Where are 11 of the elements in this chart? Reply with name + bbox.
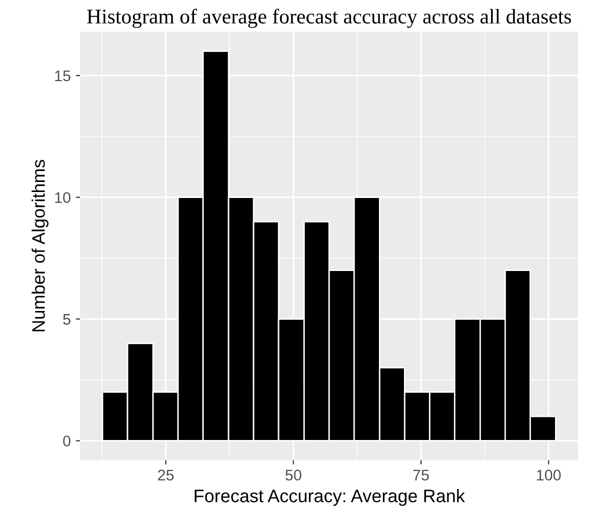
x-tick-label: 25	[158, 470, 174, 480]
y-tick-label: 15	[55, 70, 70, 82]
y-tick-label: 0	[63, 436, 70, 446]
x-axis-title: Forecast Accuracy: Average Rank	[194, 489, 465, 506]
chart-title: Histogram of average forecast accuracy across all datasets	[87, 8, 571, 28]
y-tick-label: 5	[63, 314, 70, 325]
x-tick-label: 100	[536, 470, 561, 480]
x-tick-label: 50	[286, 470, 302, 480]
x-tick-label: 75	[413, 470, 429, 480]
y-tick-label: 10	[55, 192, 70, 203]
y-axis-title: Number of Algorithms	[32, 160, 48, 332]
